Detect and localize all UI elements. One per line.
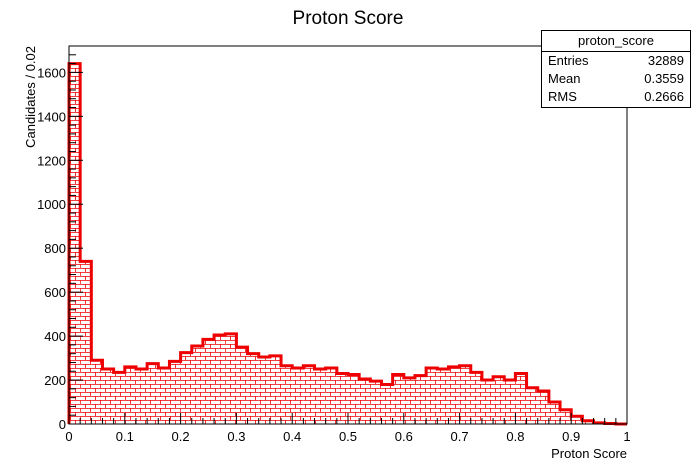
histogram-bin — [247, 353, 259, 424]
x-tick-label: 0.8 — [506, 429, 524, 444]
histogram-bin — [258, 356, 270, 424]
histogram-bin — [214, 334, 226, 424]
histogram-bin — [292, 367, 304, 424]
histogram-bin — [113, 372, 125, 424]
histogram-bin — [470, 372, 482, 424]
histogram-bin — [370, 381, 382, 424]
stats-label: Mean — [548, 71, 581, 86]
histogram-bin — [158, 367, 170, 424]
histogram-bin — [437, 369, 449, 424]
stats-row-mean: Mean 0.3559 — [542, 70, 690, 88]
histogram-bin — [191, 345, 203, 424]
y-tick-label: 1600 — [37, 65, 66, 80]
histogram-bin — [169, 361, 181, 424]
histogram-bin — [348, 374, 360, 424]
histogram-bin — [381, 384, 393, 424]
histogram-bin — [414, 375, 427, 424]
histogram-bin — [225, 333, 237, 424]
stats-row-entries: Entries 32889 — [542, 52, 690, 70]
stats-row-rms: RMS 0.2666 — [542, 88, 690, 106]
y-axis-label: Candidates / 0.02 — [23, 46, 38, 148]
histogram-bin — [269, 355, 282, 424]
histogram-bin — [515, 373, 527, 424]
x-tick-label: 0.4 — [283, 429, 301, 444]
histogram-bin — [560, 409, 572, 424]
histogram-bin — [91, 360, 103, 424]
x-tick-label: 0 — [65, 429, 72, 444]
histogram-bin — [426, 367, 438, 424]
x-tick-label: 0.5 — [339, 429, 357, 444]
histogram-bin — [80, 261, 92, 424]
y-tick-label: 0 — [59, 417, 66, 432]
x-tick-label: 0.9 — [562, 429, 580, 444]
stats-label: RMS — [548, 89, 577, 104]
y-tick-label: 1000 — [37, 197, 66, 212]
histogram-bin — [548, 402, 561, 424]
stats-value: 0.3559 — [644, 71, 684, 86]
stats-title: proton_score — [542, 31, 690, 52]
y-tick-label: 800 — [44, 241, 66, 256]
histogram-bin — [336, 373, 348, 424]
histogram-bin — [325, 367, 337, 424]
histogram-bin — [281, 365, 293, 424]
histogram-bin — [459, 365, 471, 424]
stats-box: proton_score Entries 32889 Mean 0.3559 R… — [541, 30, 691, 108]
x-tick-label: 0.3 — [227, 429, 245, 444]
histogram-bin — [102, 369, 114, 424]
histogram-bin — [571, 416, 583, 424]
histogram-bin — [448, 366, 460, 424]
histogram-bin — [392, 374, 404, 424]
x-tick-label: 0.1 — [116, 429, 134, 444]
histogram-bin — [180, 352, 192, 424]
histogram-bin — [537, 391, 549, 424]
histogram-bin — [147, 363, 159, 424]
x-tick-label: 0.7 — [451, 429, 469, 444]
histogram-bin — [69, 63, 81, 425]
histogram-bin — [124, 366, 136, 424]
histogram-bin — [493, 376, 505, 424]
histogram-bin — [359, 378, 371, 424]
y-tick-label: 200 — [44, 373, 66, 388]
stats-value: 32889 — [647, 53, 684, 68]
histogram-bin — [481, 380, 494, 424]
x-axis-label: Proton Score — [551, 446, 627, 461]
histogram-outline — [67, 62, 627, 426]
y-tick-label: 600 — [44, 285, 66, 300]
stats-value: 0.2666 — [644, 89, 684, 104]
histogram-bin — [504, 380, 516, 424]
x-tick-label: 0.6 — [395, 429, 413, 444]
histogram-bin — [403, 377, 415, 424]
histogram-bin — [314, 369, 326, 424]
histogram-bin — [582, 420, 594, 424]
y-tick-label: 400 — [44, 329, 66, 344]
histogram-bin — [202, 339, 215, 424]
x-tick-label: 1 — [623, 429, 630, 444]
stats-label: Entries — [548, 53, 589, 68]
y-tick-label: 1200 — [37, 153, 66, 168]
x-tick-label: 0.2 — [172, 429, 190, 444]
histogram-bin — [135, 369, 148, 424]
y-tick-label: 1400 — [37, 109, 66, 124]
chart-title: Proton Score — [293, 8, 404, 29]
histogram-bin — [526, 387, 538, 424]
histogram-bin — [236, 347, 248, 424]
histogram-bin — [303, 365, 315, 424]
